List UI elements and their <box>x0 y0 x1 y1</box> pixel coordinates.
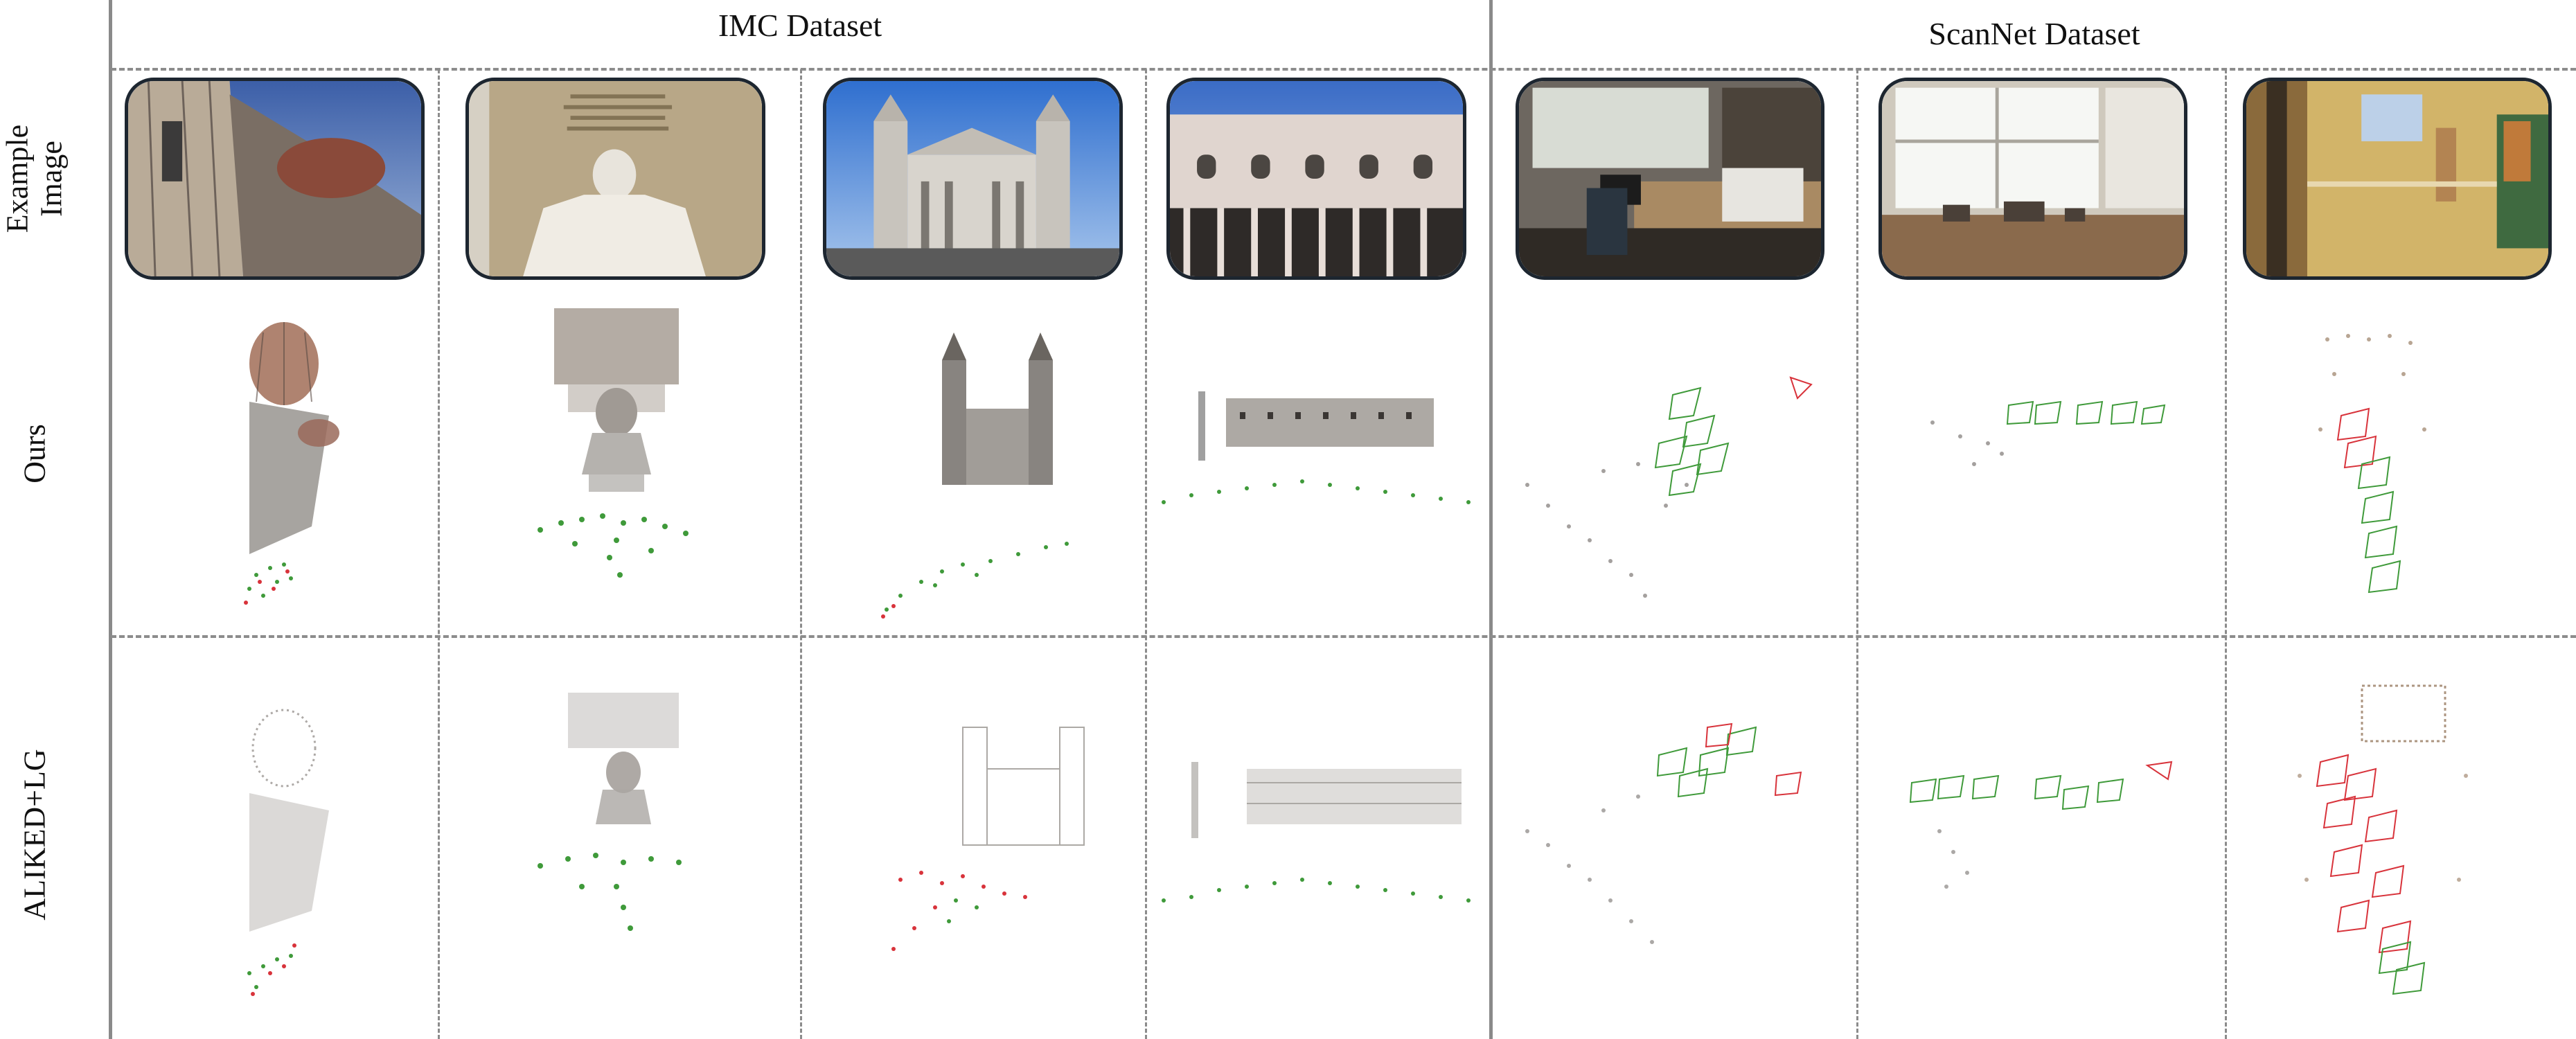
left-border-line <box>109 0 112 1039</box>
row-label-example-image: Example Image <box>0 124 69 233</box>
reconstruction-baseline-palace-facade <box>1150 741 1482 921</box>
scannet-dataset-title: ScanNet Dataset <box>1928 16 2140 51</box>
example-image-office-room <box>1516 78 1824 280</box>
reconstruction-baseline-seated-statue <box>526 686 720 963</box>
reconstruction-baseline-cathedral-facade <box>873 700 1136 997</box>
dataset-separator-line <box>1489 0 1493 1039</box>
example-image-palace-facade <box>1166 78 1466 280</box>
reconstruction-ours-office-room <box>1500 367 1832 623</box>
row-label-ours: Ours <box>17 424 52 483</box>
reconstruction-ours-seated-statue <box>513 301 720 606</box>
example-image-cathedral-facade <box>823 78 1123 280</box>
column-divider <box>438 69 440 1039</box>
reconstruction-ours-palace-facade <box>1150 384 1482 523</box>
reconstruction-baseline-cathedral-dome <box>208 682 374 1008</box>
imc-dataset-title: IMC Dataset <box>718 8 882 43</box>
row-divider <box>111 635 2576 638</box>
column-divider <box>1856 69 1858 1039</box>
example-image-cathedral-dome <box>125 78 425 280</box>
reconstruction-baseline-hallway-door <box>2279 672 2487 1011</box>
example-image-hallway-door <box>2243 78 2552 280</box>
example-image-desk-window <box>1878 78 2187 280</box>
reconstruction-ours-cathedral-dome <box>208 298 374 616</box>
example-image-seated-statue <box>465 78 765 280</box>
reconstruction-ours-cathedral-facade <box>859 332 1081 623</box>
row-label-aliked-lg: ALIKED+LG <box>17 749 52 921</box>
reconstruction-baseline-desk-window <box>1898 748 2189 907</box>
reconstruction-ours-desk-window <box>1919 388 2182 513</box>
reconstruction-ours-hallway-door <box>2307 326 2473 610</box>
reconstruction-baseline-office-room <box>1500 693 1832 997</box>
column-divider <box>800 69 802 1039</box>
column-divider <box>2225 69 2227 1039</box>
header-divider <box>111 68 2576 71</box>
column-divider <box>1145 69 1147 1039</box>
